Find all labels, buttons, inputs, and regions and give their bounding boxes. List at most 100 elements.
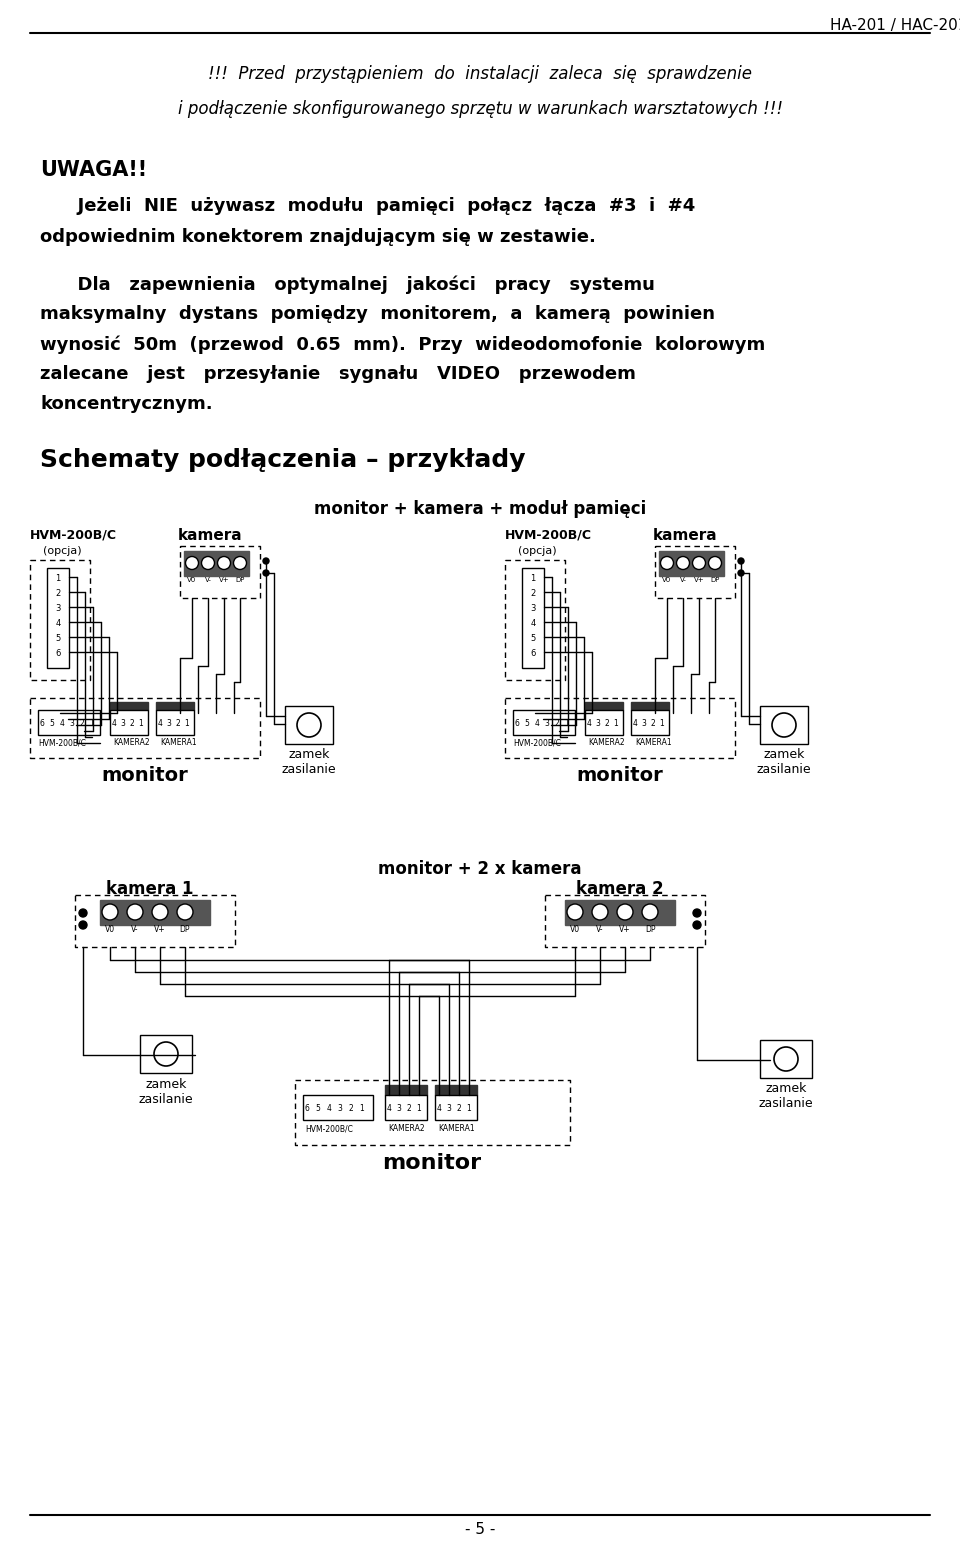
Text: monitor: monitor — [382, 1153, 482, 1173]
Text: koncentrycznym.: koncentrycznym. — [40, 395, 212, 412]
Text: - 5 -: - 5 - — [465, 1522, 495, 1538]
Text: 1: 1 — [530, 574, 536, 583]
Circle shape — [772, 713, 796, 736]
Circle shape — [693, 921, 701, 928]
Circle shape — [642, 904, 658, 921]
Bar — [156, 710, 194, 735]
Text: 1: 1 — [660, 719, 664, 728]
Text: V-: V- — [132, 925, 139, 935]
Text: zalecane   jest   przesyłanie   sygnału   VIDEO   przewodem: zalecane jest przesyłanie sygnału VIDEO … — [40, 364, 636, 383]
Text: 4: 4 — [535, 719, 540, 728]
Bar — [385, 1085, 427, 1094]
Circle shape — [79, 908, 87, 918]
Text: V-: V- — [680, 577, 686, 583]
Text: 1: 1 — [417, 1104, 421, 1113]
Text: 2: 2 — [176, 719, 180, 728]
Text: zasilanie: zasilanie — [138, 1093, 193, 1107]
Bar — [760, 1040, 812, 1077]
Text: V0: V0 — [105, 925, 115, 935]
Bar — [522, 567, 544, 668]
Bar — [140, 1035, 192, 1073]
Circle shape — [738, 570, 744, 577]
Text: HVM-200B/C: HVM-200B/C — [38, 738, 85, 747]
Text: HVM-200B/C: HVM-200B/C — [30, 529, 117, 541]
Text: 4: 4 — [111, 719, 116, 728]
Text: V+: V+ — [619, 925, 631, 935]
Text: (opcja): (opcja) — [518, 546, 557, 556]
Circle shape — [692, 556, 706, 569]
Text: 4: 4 — [587, 719, 591, 728]
Circle shape — [592, 904, 608, 921]
Text: 3: 3 — [167, 719, 172, 728]
Circle shape — [102, 904, 118, 921]
Circle shape — [185, 556, 199, 569]
Text: 3: 3 — [446, 1104, 451, 1113]
Text: kamera: kamera — [653, 529, 717, 542]
Text: 2: 2 — [651, 719, 656, 728]
Text: KAMERA1: KAMERA1 — [160, 738, 197, 747]
Text: 2: 2 — [407, 1104, 412, 1113]
Text: HVM-200B/C: HVM-200B/C — [505, 529, 592, 541]
Text: 3: 3 — [641, 719, 646, 728]
Bar — [585, 702, 623, 710]
Text: KAMERA2: KAMERA2 — [113, 738, 150, 747]
Circle shape — [127, 904, 143, 921]
Circle shape — [202, 556, 214, 569]
Circle shape — [297, 713, 321, 736]
Circle shape — [152, 904, 168, 921]
Text: Jeżeli  NIE  używasz  modułu  pamięci  połącz  łącza  #3  i  #4: Jeżeli NIE używasz modułu pamięci połącz… — [40, 197, 695, 215]
Text: 1: 1 — [89, 719, 94, 728]
Circle shape — [218, 556, 230, 569]
Bar — [760, 705, 808, 744]
Text: 5: 5 — [316, 1104, 321, 1113]
Text: 4: 4 — [437, 1104, 442, 1113]
Bar — [565, 901, 675, 925]
Text: 2: 2 — [555, 719, 560, 728]
Bar — [303, 1094, 373, 1121]
Text: 2: 2 — [56, 589, 60, 598]
Circle shape — [738, 558, 744, 564]
Text: V+: V+ — [694, 577, 705, 583]
Circle shape — [617, 904, 633, 921]
Text: KAMERA2: KAMERA2 — [588, 738, 625, 747]
Bar — [100, 901, 210, 925]
Text: V-: V- — [596, 925, 604, 935]
Text: V0: V0 — [187, 577, 197, 583]
Text: maksymalny  dystans  pomiędzy  monitorem,  a  kamerą  powinien: maksymalny dystans pomiędzy monitorem, a… — [40, 305, 715, 322]
Text: 5: 5 — [50, 719, 55, 728]
Text: 1: 1 — [467, 1104, 471, 1113]
Text: 2: 2 — [130, 719, 134, 728]
Text: DP: DP — [235, 577, 245, 583]
Text: zasilanie: zasilanie — [758, 1097, 813, 1110]
Bar — [38, 710, 100, 735]
Circle shape — [677, 556, 689, 569]
Bar — [184, 550, 249, 577]
Text: !!!  Przed  przystąpieniem  do  instalacji  zaleca  się  sprawdzenie: !!! Przed przystąpieniem do instalacji z… — [208, 65, 752, 84]
Text: zamek: zamek — [763, 749, 804, 761]
Bar — [156, 702, 194, 710]
Text: 4: 4 — [530, 618, 536, 628]
Text: zamek: zamek — [288, 749, 329, 761]
Text: 6: 6 — [304, 1104, 309, 1113]
Text: i podłączenie skonfigurowanego sprzętu w warunkach warsztatowych !!!: i podłączenie skonfigurowanego sprzętu w… — [178, 101, 782, 118]
Bar — [659, 550, 724, 577]
Text: monitor + 2 x kamera: monitor + 2 x kamera — [378, 860, 582, 877]
Text: 4: 4 — [60, 719, 64, 728]
Text: 4: 4 — [157, 719, 162, 728]
Text: 3: 3 — [338, 1104, 343, 1113]
Bar — [285, 705, 333, 744]
Text: zasilanie: zasilanie — [756, 763, 811, 777]
Text: Dla   zapewnienia   optymalnej   jakości   pracy   systemu: Dla zapewnienia optymalnej jakości pracy… — [40, 274, 655, 293]
Text: 1: 1 — [184, 719, 189, 728]
Text: 3: 3 — [121, 719, 126, 728]
Text: monitor + kamera + moduł pamięci: monitor + kamera + moduł pamięci — [314, 501, 646, 518]
Text: 3: 3 — [544, 719, 549, 728]
Text: 4: 4 — [326, 1104, 331, 1113]
Text: V0: V0 — [570, 925, 580, 935]
Text: V0: V0 — [662, 577, 672, 583]
Text: odpowiednim konektorem znajdującym się w zestawie.: odpowiednim konektorem znajdującym się w… — [40, 228, 596, 246]
Text: DP: DP — [710, 577, 720, 583]
Text: HVM-200B/C: HVM-200B/C — [305, 1124, 353, 1133]
Text: 3: 3 — [396, 1104, 401, 1113]
Bar — [585, 710, 623, 735]
